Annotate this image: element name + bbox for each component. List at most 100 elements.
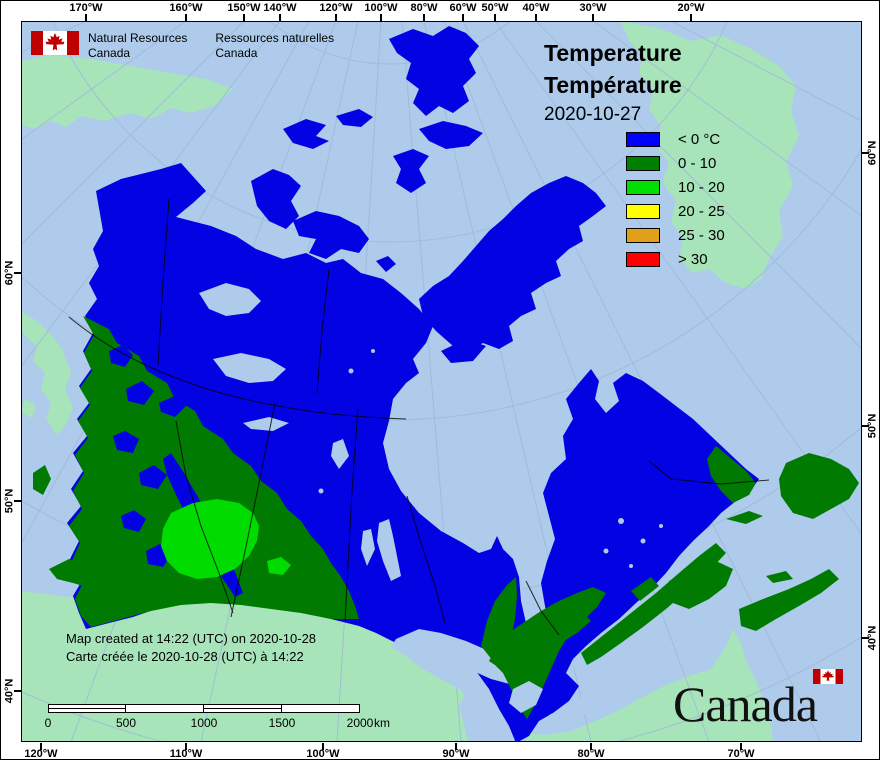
axis-tick xyxy=(862,425,869,427)
interior-lakes xyxy=(199,283,663,581)
longitude-label: 60°W xyxy=(449,2,477,14)
scalebar-number: 0 xyxy=(44,716,52,730)
legend-label: < 0 °C xyxy=(678,131,721,148)
creation-note: Map created at 14:22 (UTC) on 2020-10-28… xyxy=(66,630,316,666)
creation-note-fr: Carte créée le 2020-10-28 (UTC) à 14:22 xyxy=(66,649,304,664)
axis-tick xyxy=(592,14,594,21)
axis-tick xyxy=(740,743,742,750)
longitude-label: 150°W xyxy=(227,2,261,14)
map-title-en: Temperature xyxy=(544,40,682,66)
latitude-label-text: 40°N xyxy=(3,678,16,704)
legend-label: > 30 xyxy=(678,251,708,268)
nrcan-logo: Natural Resources Canada Ressources natu… xyxy=(31,31,334,61)
atlantic-canada xyxy=(581,446,859,665)
latitude-label: 60°N xyxy=(865,132,879,174)
axis-tick xyxy=(423,14,425,21)
dept-name-en: Natural Resources Canada xyxy=(88,31,187,61)
legend-item: < 0 °C xyxy=(626,131,725,148)
axis-tick xyxy=(455,743,457,750)
lower-great-lakes xyxy=(509,645,637,727)
axis-tick xyxy=(494,14,496,21)
axis-tick xyxy=(279,14,281,21)
longitude-label: 100°W xyxy=(364,2,398,14)
longitude-label: 110°W xyxy=(169,748,203,760)
canada-wordmark-text: Canada xyxy=(673,676,818,732)
longitude-label: 80°W xyxy=(410,2,438,14)
legend-label: 10 - 20 xyxy=(678,179,725,196)
legend-swatch xyxy=(626,180,660,195)
longitude-label: 70°W xyxy=(727,748,755,760)
legend: < 0 °C 0 - 10 10 - 20 20 - 25 25 - 30 > 30 xyxy=(626,131,725,276)
longitude-label: 100°W xyxy=(306,748,340,760)
latitude-label-text: 40°N xyxy=(866,625,879,651)
axis-tick xyxy=(243,14,245,21)
scalebar-labels: 0 500 1000 1500 2000 km xyxy=(45,716,390,730)
axis-tick xyxy=(185,14,187,21)
latitude-label-text: 60°N xyxy=(866,140,879,166)
legend-swatch xyxy=(626,204,660,219)
dept-fr-line2: Canada xyxy=(215,46,258,60)
scale-segment xyxy=(126,704,204,713)
axis-tick xyxy=(462,14,464,21)
map-title-block: Temperature Température 2020-10-27 xyxy=(544,37,682,126)
legend-swatch xyxy=(626,228,660,243)
legend-swatch xyxy=(626,252,660,267)
legend-item: 20 - 25 xyxy=(626,203,725,220)
scalebar-number: 1500 xyxy=(268,716,296,730)
legend-swatch xyxy=(626,156,660,171)
scale-segment xyxy=(204,704,282,713)
axis-tick xyxy=(14,500,21,502)
longitude-label: 50°W xyxy=(481,2,509,14)
scale-segment xyxy=(48,704,126,713)
legend-item: > 30 xyxy=(626,251,725,268)
longitude-label: 170°W xyxy=(69,2,103,14)
map-title-fr: Température xyxy=(544,72,682,98)
scale-segment xyxy=(282,704,360,713)
great-lakes xyxy=(391,629,526,742)
legend-label: 25 - 30 xyxy=(678,227,725,244)
legend-rows: < 0 °C 0 - 10 10 - 20 20 - 25 25 - 30 > 30 xyxy=(626,131,725,268)
dept-name-fr: Ressources naturelles Canada xyxy=(215,31,334,61)
longitude-label: 20°W xyxy=(677,2,705,14)
scale-bar: 0 500 1000 1500 2000 km xyxy=(45,704,390,730)
canada-flag-icon xyxy=(31,31,79,55)
axis-tick xyxy=(322,743,324,750)
canada-wordmark: Canada xyxy=(673,661,873,732)
map-canvas[interactable] xyxy=(21,21,862,742)
longitude-label: 120°W xyxy=(24,748,58,760)
creation-note-en: Map created at 14:22 (UTC) on 2020-10-28 xyxy=(66,631,317,646)
latitude-label: 60°N xyxy=(2,252,16,294)
legend-swatch xyxy=(626,132,660,147)
legend-label: 20 - 25 xyxy=(678,203,725,220)
axis-tick xyxy=(14,690,21,692)
longitude-label: 80°W xyxy=(577,748,605,760)
longitude-label: 140°W xyxy=(263,2,297,14)
latitude-label: 40°N xyxy=(865,617,879,659)
axis-tick xyxy=(185,743,187,750)
legend-item: 10 - 20 xyxy=(626,179,725,196)
map-date: 2020-10-27 xyxy=(544,104,642,125)
arctic-islands xyxy=(251,26,606,363)
longitude-label: 40°W xyxy=(522,2,550,14)
latitude-label: 40°N xyxy=(2,670,16,712)
axis-tick xyxy=(85,14,87,21)
axis-tick xyxy=(380,14,382,21)
scale-bar-segments xyxy=(48,704,360,713)
axis-tick xyxy=(862,152,869,154)
axis-tick xyxy=(862,637,869,639)
longitude-label: 160°W xyxy=(169,2,203,14)
axis-tick xyxy=(40,743,42,750)
axis-tick xyxy=(590,743,592,750)
temperature-zone-warm xyxy=(161,499,291,579)
southern-ontario xyxy=(481,577,606,719)
axis-tick xyxy=(690,14,692,21)
longitude-label: 120°W xyxy=(319,2,353,14)
longitude-label: 30°W xyxy=(579,2,607,14)
latitude-label: 50°N xyxy=(2,480,16,522)
scalebar-number: 1000 xyxy=(190,716,218,730)
legend-item: 25 - 30 xyxy=(626,227,725,244)
scalebar-number: 2000 xyxy=(346,716,374,730)
axis-tick xyxy=(535,14,537,21)
dept-fr-line1: Ressources naturelles xyxy=(215,31,335,45)
